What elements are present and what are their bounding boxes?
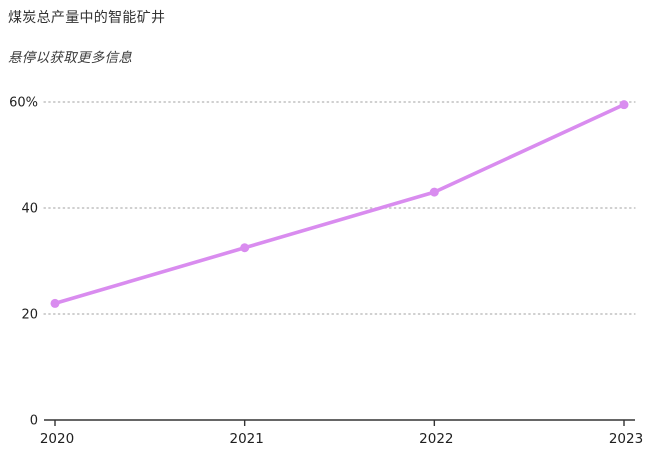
chart-subtitle: 悬停以获取更多信息 xyxy=(8,50,133,66)
y-tick-label-20: 20 xyxy=(21,308,38,323)
data-line xyxy=(53,102,626,306)
data-point-2021[interactable] xyxy=(240,243,250,253)
data-point-2020[interactable] xyxy=(50,298,60,308)
x-tick-label-2020: 2020 xyxy=(40,431,74,447)
data-point-2022[interactable] xyxy=(429,187,439,197)
x-tick-label-2023: 2023 xyxy=(609,431,643,447)
x-tick-label-2022: 2022 xyxy=(419,431,453,447)
data-point-2023[interactable] xyxy=(619,100,629,110)
y-tick-label-60%: 60% xyxy=(9,96,38,111)
x-tick-label-2021: 2021 xyxy=(229,431,263,447)
y-tick-label-0: 0 xyxy=(30,414,38,429)
chart-title: 煤炭总产量中的智能矿井 xyxy=(8,10,166,26)
y-tick-label-40: 40 xyxy=(21,202,38,217)
